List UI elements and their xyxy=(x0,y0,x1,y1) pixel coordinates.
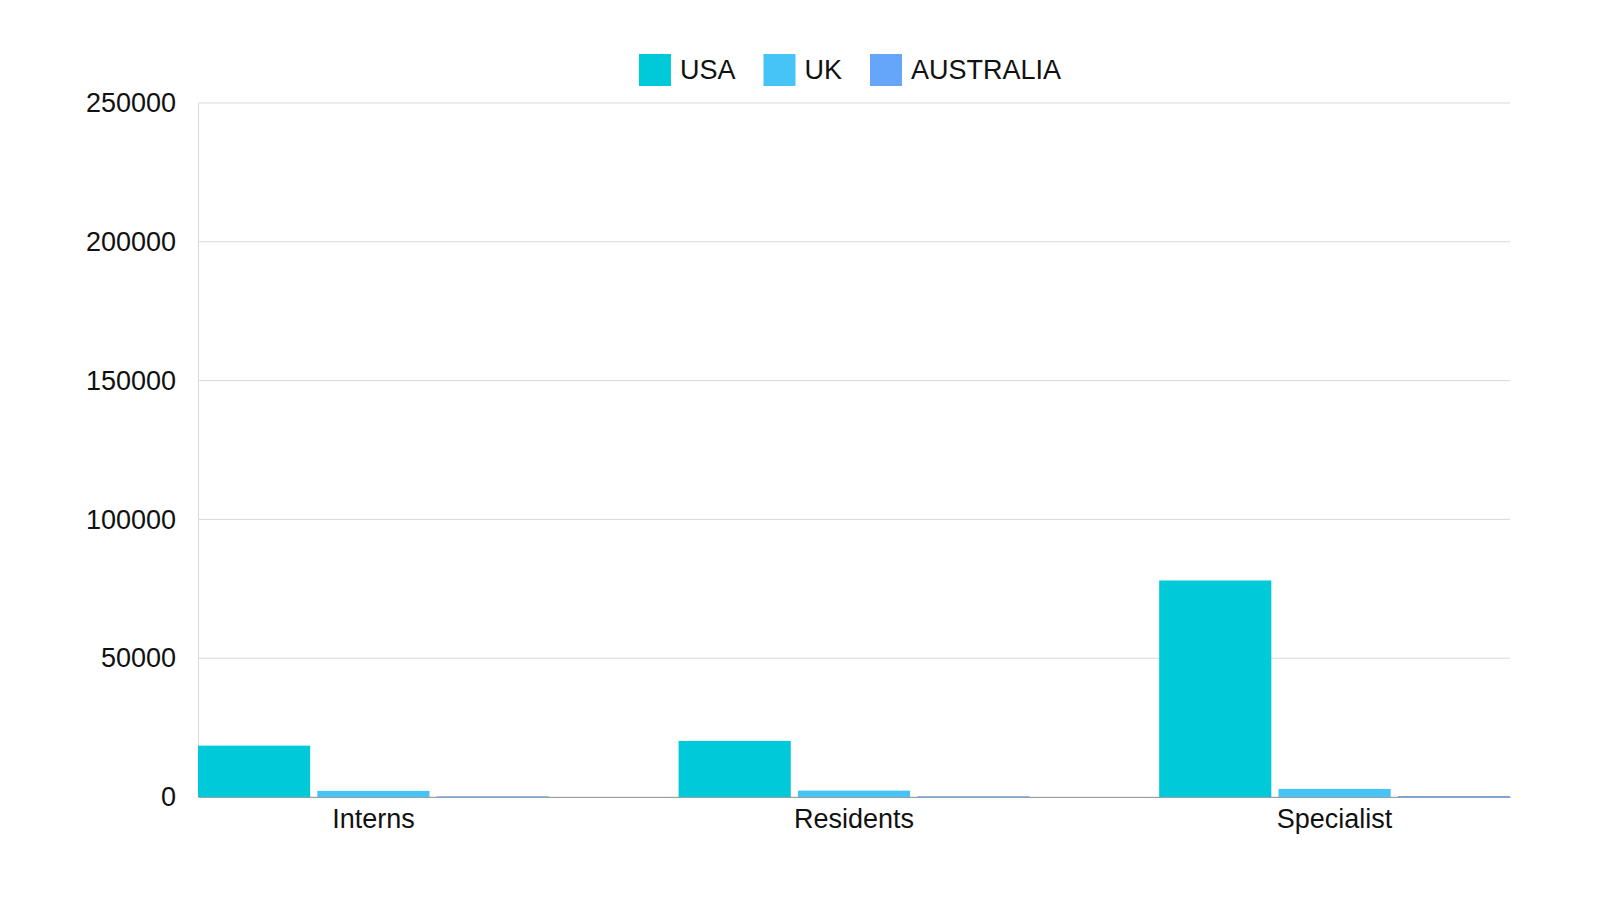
y-tick-label: 250000 xyxy=(86,88,176,118)
y-axis: 0 50000 100000 150000 200000 250000 xyxy=(86,88,199,812)
series xyxy=(198,580,1271,797)
y-tick-label: 0 xyxy=(161,782,176,812)
bar xyxy=(917,796,1029,797)
legend-label: AUSTRALIA xyxy=(911,55,1061,85)
bar xyxy=(317,791,429,797)
x-tick: Residents xyxy=(794,797,914,834)
y-tick-label: 150000 xyxy=(86,366,176,396)
y-tick: 0 xyxy=(161,782,198,812)
y-tick: 250000 xyxy=(86,88,198,118)
grid-line xyxy=(198,658,1510,659)
legend-item: AUSTRALIA xyxy=(870,54,1061,86)
y-tick: 50000 xyxy=(101,643,198,673)
y-tick: 200000 xyxy=(86,227,198,257)
bar xyxy=(198,746,310,797)
y-axis-line xyxy=(198,104,199,798)
bar xyxy=(1279,789,1391,797)
bar xyxy=(437,796,549,797)
legend-swatch xyxy=(639,54,671,86)
y-tick-label: 200000 xyxy=(86,227,176,257)
bar xyxy=(1159,580,1271,797)
bar xyxy=(798,791,910,797)
y-tick: 150000 xyxy=(86,366,198,396)
x-axis-line xyxy=(199,797,1511,798)
series xyxy=(317,789,1390,797)
legend-label: USA xyxy=(680,55,736,85)
x-tick-label: Residents xyxy=(794,804,914,834)
legend-swatch xyxy=(870,54,902,86)
y-tick: 100000 xyxy=(86,505,198,535)
plot: 0 50000 100000 150000 200000 250000 Interns Res… xyxy=(86,88,1511,834)
legend-item: UK xyxy=(763,54,842,86)
bar xyxy=(1398,796,1510,797)
grid-line xyxy=(198,519,1510,520)
grid-line xyxy=(198,241,1510,242)
x-axis: Interns Residents Specialist xyxy=(199,797,1511,834)
legend-label: UK xyxy=(804,55,842,85)
bar xyxy=(679,741,791,797)
x-tick-label: Interns xyxy=(332,804,415,834)
y-tick-label: 100000 xyxy=(86,505,176,535)
legend: USA UK AUSTRALIA xyxy=(639,54,1061,86)
grid-line xyxy=(198,380,1510,381)
x-tick-label: Specialist xyxy=(1277,804,1393,834)
chart: 0 50000 100000 150000 200000 250000 Interns Res… xyxy=(0,0,1600,900)
x-tick: Interns xyxy=(332,797,415,834)
y-tick-label: 50000 xyxy=(101,643,176,673)
grid-line xyxy=(198,103,1510,104)
legend-item: USA xyxy=(639,54,736,86)
x-tick: Specialist xyxy=(1277,797,1393,834)
series xyxy=(437,796,1510,797)
bars xyxy=(198,580,1510,797)
grid xyxy=(198,103,1510,797)
legend-swatch xyxy=(763,54,795,86)
